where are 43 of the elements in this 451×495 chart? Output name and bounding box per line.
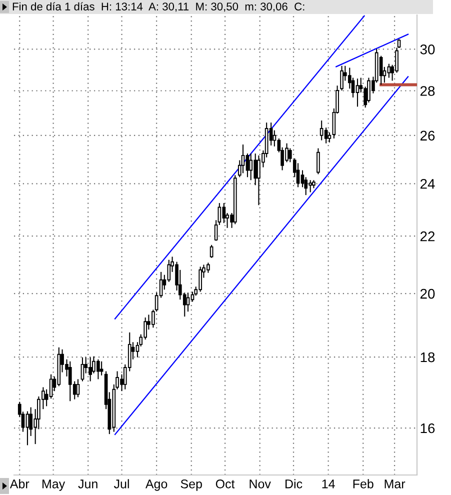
candlestick [49,374,53,400]
candlestick [246,153,250,178]
x-tick-label: Jun [78,480,98,488]
y-tick-label: 16 [420,423,435,434]
x-tick-label: Jul [114,479,129,488]
x-tick-label: Ago [145,480,168,491]
candlestick [387,63,391,78]
y-tick-label: 30 [420,44,435,54]
candlestick [324,127,328,144]
x-tick-label: 14 [322,480,335,488]
candlestick [328,132,332,143]
x-tick-label: Abr [10,479,30,488]
candlestick [272,130,276,147]
candlestick [80,356,84,382]
candlestick [340,65,344,92]
y-tick-label: 20 [420,288,435,299]
candlestick [379,55,383,86]
y-tick-label: 18 [420,352,435,362]
candlestick [288,148,292,163]
candlestick [76,378,80,398]
chart-title: Fin de día 1 días H: 13:14 A: 30,11 M: 30,50 m: 30,06 C: [12,2,304,12]
candlestick [222,202,226,224]
y-tick-label: 24 [420,178,435,189]
y-tick-label: 28 [420,86,435,96]
candlestick [186,292,190,312]
candlestick [296,162,300,188]
candlestick [316,148,320,175]
candlestick [241,144,245,174]
candlestick [356,78,360,108]
x-tick-label: Dic [286,479,302,488]
y-tick-label: 26 [420,130,435,141]
candlestick [210,244,214,258]
candlestick [320,120,324,141]
candlestick [100,360,104,376]
candlestick [167,259,171,282]
x-tick-label: Sep [180,479,202,491]
x-tick-label: Nov [250,480,271,488]
y-tick-label: 22 [420,231,435,242]
x-tick-label: Mar [384,480,406,488]
candlestick [249,153,253,181]
x-tick-label: Oct [216,479,235,488]
x-tick-label: Feb [353,479,374,488]
x-tick-label: May [42,480,66,491]
